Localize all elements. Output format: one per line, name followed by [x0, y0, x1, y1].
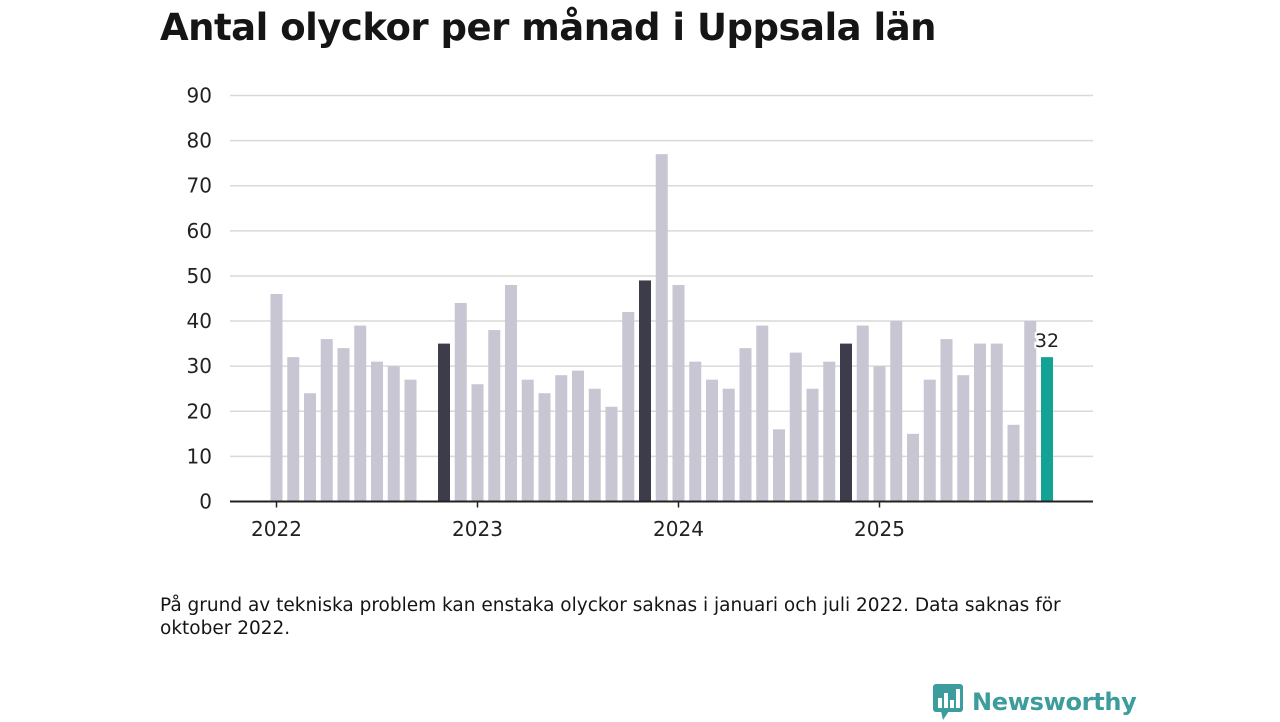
bar [505, 284, 517, 502]
x-tick-label: 2023 [452, 517, 503, 541]
brand-name: Newsworthy [972, 688, 1137, 716]
bar [572, 370, 584, 502]
data-label-latest: 32 [1035, 330, 1059, 352]
y-tick-label: 10 [187, 444, 212, 468]
bar [588, 388, 601, 502]
bar [957, 375, 970, 502]
bar [521, 379, 534, 502]
bar-chart-speech-bubble-icon [933, 684, 963, 720]
x-tick-label: 2022 [251, 517, 302, 541]
bar [639, 280, 651, 502]
chart-title: Antal olyckor per månad i Uppsala län [160, 6, 937, 49]
bar [722, 388, 735, 502]
y-axis-ticks: 0 10 20 30 40 50 60 70 80 90 [187, 84, 212, 514]
bar [1041, 357, 1053, 502]
x-tick-label: 2025 [854, 517, 905, 541]
bar [672, 284, 685, 502]
bar [538, 393, 551, 502]
bar [371, 361, 383, 502]
bar [689, 361, 702, 502]
y-tick-label: 30 [187, 354, 212, 378]
bar [806, 388, 819, 502]
y-tick-label: 80 [187, 129, 212, 153]
bar [940, 339, 953, 502]
bar [907, 433, 919, 502]
bar [454, 303, 467, 502]
x-tick-label: 2024 [653, 517, 704, 541]
bar [739, 348, 752, 502]
bar [856, 325, 869, 502]
bar [555, 375, 568, 502]
bar [873, 366, 886, 502]
bar [756, 325, 769, 502]
y-tick-label: 20 [187, 399, 212, 423]
y-tick-label: 70 [187, 174, 212, 198]
newsworthy-logo[interactable]: Newsworthy [932, 682, 1137, 722]
y-tick-label: 0 [199, 490, 212, 514]
bars [270, 154, 1053, 502]
bar [773, 429, 785, 502]
bar [890, 321, 903, 502]
bar [990, 343, 1003, 502]
bar [354, 325, 367, 502]
y-tick-label: 40 [187, 309, 212, 333]
bar-chart: 0 10 20 30 40 50 60 70 80 90 2022 2023 2024 2025 32 [187, 84, 1093, 541]
bar [622, 312, 635, 502]
bar [287, 357, 300, 502]
y-tick-label: 50 [187, 264, 212, 288]
x-axis: 2022 2023 2024 2025 [230, 500, 1093, 541]
footnote: På grund av tekniska problem kan enstaka… [160, 595, 1061, 639]
bar [706, 379, 718, 502]
bar [655, 154, 668, 502]
bar [923, 379, 936, 502]
bar [789, 352, 802, 502]
data-labels: 32 [1033, 328, 1061, 354]
bar [304, 393, 316, 502]
bar [320, 339, 333, 502]
bar [337, 348, 350, 502]
bar [387, 366, 400, 502]
y-tick-label: 90 [187, 84, 212, 108]
bar [270, 293, 283, 502]
bar [974, 343, 986, 502]
y-tick-label: 60 [187, 219, 212, 243]
bar [438, 343, 450, 502]
bar [1024, 321, 1037, 502]
bar [1007, 424, 1020, 502]
bar [823, 361, 836, 502]
bar [471, 384, 484, 502]
bar [840, 343, 852, 502]
bar [488, 330, 501, 502]
bar [605, 406, 618, 502]
bar [404, 379, 417, 502]
